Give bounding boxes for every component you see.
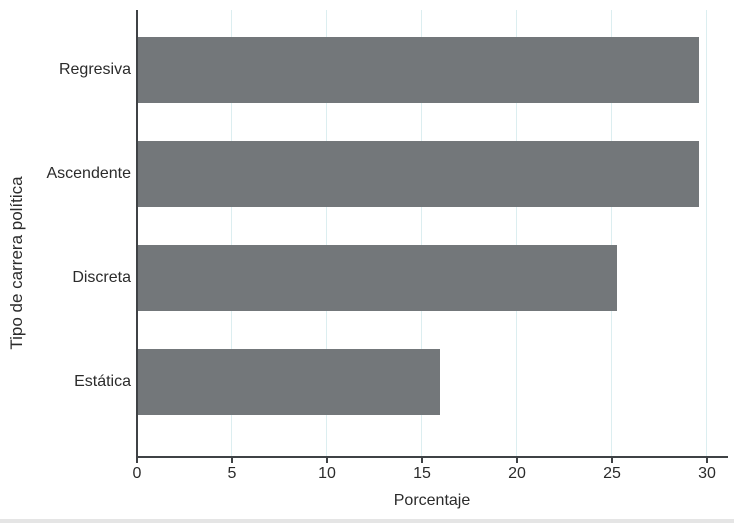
category-label: Ascendente: [46, 165, 131, 182]
x-tick-mark: [136, 458, 138, 463]
gridline: [706, 10, 707, 456]
bar: [138, 37, 699, 103]
x-tick-mark: [421, 458, 423, 463]
category-label: Estática: [74, 373, 131, 390]
x-tick-mark: [326, 458, 328, 463]
x-tick-label: 10: [318, 465, 336, 482]
x-axis-line: [136, 456, 728, 458]
gridline: [231, 10, 232, 456]
x-tick-mark: [516, 458, 518, 463]
x-tick-label: 20: [508, 465, 526, 482]
x-tick-mark: [231, 458, 233, 463]
gridline: [611, 10, 612, 456]
plot-area: [138, 10, 726, 456]
x-tick-label: 30: [698, 465, 716, 482]
gridline: [421, 10, 422, 456]
x-tick-label: 25: [603, 465, 621, 482]
gridline: [516, 10, 517, 456]
page-bottom-edge: [0, 519, 734, 523]
x-tick-mark: [706, 458, 708, 463]
y-axis-line: [136, 10, 138, 458]
bar: [138, 245, 617, 311]
x-tick-label: 0: [132, 465, 142, 482]
category-label: Discreta: [72, 269, 131, 286]
bar: [138, 349, 441, 415]
category-label: Regresiva: [58, 61, 131, 78]
x-tick-label: 5: [227, 465, 237, 482]
bar: [138, 141, 699, 207]
x-tick-label: 15: [413, 465, 431, 482]
x-axis-title: Porcentaje: [393, 492, 471, 509]
x-tick-mark: [611, 458, 613, 463]
gridline: [326, 10, 327, 456]
